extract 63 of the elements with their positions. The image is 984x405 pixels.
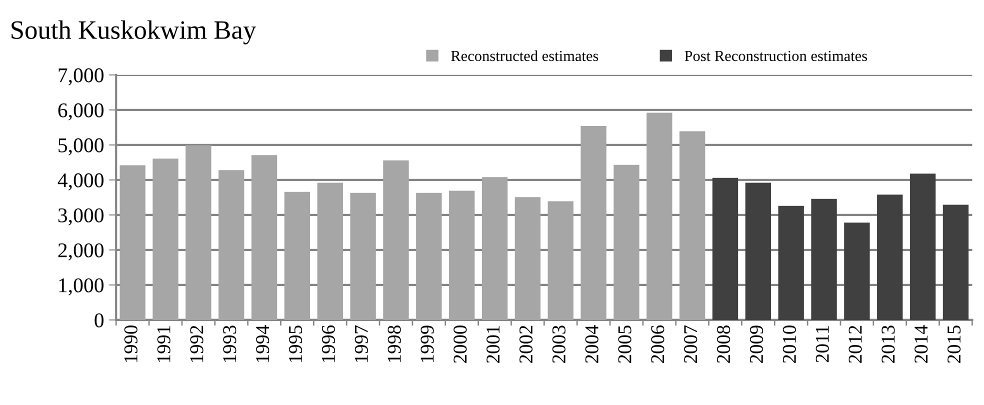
bar (482, 177, 508, 320)
x-tick-label: 1999 (420, 326, 434, 362)
bar (712, 178, 738, 320)
bar (514, 197, 541, 320)
bar (317, 182, 343, 320)
y-tick-label: 3,000 (58, 208, 104, 226)
y-tick-label: 7,000 (58, 68, 104, 86)
x-tick-label: 2008 (716, 326, 730, 363)
bar (778, 206, 804, 320)
bar (120, 165, 146, 320)
x-tick-label: 2003 (552, 326, 566, 363)
chart-title: South Kuskokwim Bay (12, 20, 256, 44)
x-tick-label: 1992 (190, 326, 204, 362)
x-tick-label: 1990 (124, 326, 138, 362)
bar (844, 222, 870, 320)
x-tick-label: 2002 (519, 326, 533, 363)
y-tick-label: 5,000 (58, 138, 104, 156)
bar (646, 112, 672, 320)
bar (186, 145, 212, 320)
y-tick-label: 1,000 (59, 278, 104, 296)
x-tick-label: 1997 (354, 325, 368, 362)
y-tick-label: 4,000 (58, 173, 104, 190)
bar (416, 192, 442, 320)
x-tick-label: 1996 (322, 325, 335, 362)
x-tick-label: 2009 (750, 326, 764, 363)
bar (251, 155, 278, 320)
x-tick-label: 2011 (816, 326, 829, 362)
bar (811, 198, 837, 320)
x-tick-label: 2013 (882, 326, 895, 363)
x-tick-label: 2000 (454, 326, 467, 363)
bar (383, 160, 409, 320)
y-tick-label: 2,000 (58, 243, 104, 260)
x-tick-label: 2004 (585, 325, 598, 363)
y-tick-label: 0 (94, 313, 104, 328)
x-tick-label: 2001 (486, 326, 500, 363)
bar (152, 158, 178, 320)
x-tick-label: 2010 (782, 326, 796, 363)
x-tick-label: 1991 (157, 326, 170, 362)
bar (910, 174, 936, 320)
bar (679, 131, 706, 320)
bar (614, 164, 640, 320)
bar (448, 190, 475, 320)
x-tick-label: 1994 (256, 325, 270, 362)
x-tick-label: 2014 (914, 325, 928, 363)
x-tick-label: 2007 (684, 325, 698, 363)
bar (580, 126, 606, 320)
x-tick-label: 1995 (289, 326, 302, 362)
x-tick-label: 1998 (388, 326, 401, 362)
x-tick-label: 2012 (848, 326, 862, 363)
bar (218, 170, 244, 320)
bar (942, 204, 969, 320)
y-tick-label: 6,000 (58, 103, 104, 120)
legend-label: Reconstructed estimates (451, 50, 598, 62)
bar (350, 192, 376, 320)
x-tick-label: 2005 (618, 326, 632, 363)
x-tick-label: 2015 (947, 326, 961, 363)
bar (877, 194, 903, 320)
x-tick-label: 1993 (223, 326, 236, 362)
bar (745, 182, 772, 320)
bar (284, 192, 310, 320)
x-tick-label: 2006 (651, 325, 664, 363)
legend-label: Post Reconstruction estimates (684, 50, 868, 62)
bar (548, 201, 574, 320)
